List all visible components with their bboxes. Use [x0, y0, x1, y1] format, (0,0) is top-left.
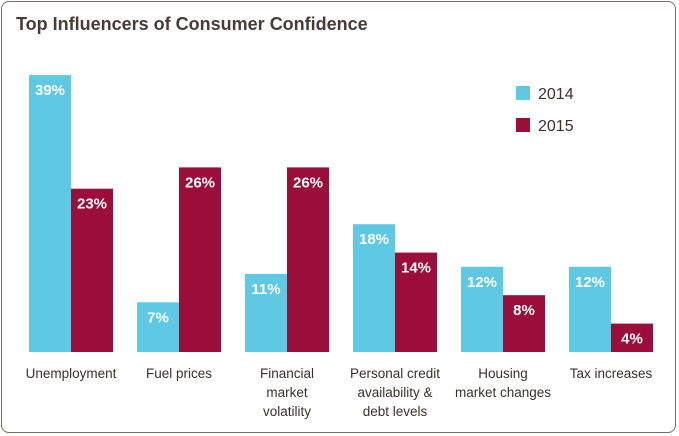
chart-title: Top Influencers of Consumer Confidence — [16, 14, 368, 34]
category-label-line: Fuel prices — [146, 366, 212, 381]
category-label-line: Housing — [478, 366, 528, 381]
bar-2015-4 — [503, 295, 545, 352]
category-label-line: debt levels — [363, 404, 428, 419]
bar-value-label-2014-4: 12% — [467, 274, 497, 291]
legend-swatch-2014 — [516, 86, 530, 100]
bar-value-label-2015-1: 26% — [185, 174, 215, 191]
bar-2014-0 — [29, 75, 71, 352]
bar-value-label-2014-5: 12% — [575, 274, 605, 291]
bar-2014-5 — [569, 266, 611, 352]
bar-value-label-2014-0: 39% — [35, 82, 65, 99]
category-label-line: market changes — [455, 385, 551, 400]
bar-value-label-2014-1: 7% — [147, 309, 169, 326]
category-label-line: market — [266, 385, 308, 400]
bar-2015-2 — [287, 167, 329, 352]
bar-2014-2 — [245, 273, 287, 352]
bar-2015-5 — [611, 323, 653, 352]
category-label-line: Personal credit — [350, 366, 440, 381]
bar-value-label-2015-5: 4% — [621, 331, 643, 348]
bar-2015-0 — [71, 188, 113, 352]
category-label-4: Housing market changes — [455, 366, 551, 400]
bar-value-label-2015-2: 26% — [293, 174, 323, 191]
category-label-line: Tax increases — [570, 366, 653, 381]
bar-value-label-2015-4: 8% — [513, 302, 535, 319]
bar-2014-3 — [353, 224, 395, 352]
bar-value-label-2014-2: 11% — [251, 281, 280, 298]
category-label-0: Unemployment — [26, 366, 117, 381]
category-label-line: availability & — [357, 385, 432, 400]
category-label-2: Financial market volatility — [260, 366, 314, 419]
bar-2014-4 — [461, 266, 503, 352]
category-label-1: Fuel prices — [146, 366, 212, 381]
category-label-3: Personal credit availability & debt levels — [350, 366, 440, 419]
category-label-line: Financial — [260, 366, 314, 381]
bar-2015-3 — [395, 252, 437, 352]
bar-2015-1 — [179, 167, 221, 352]
category-label-5: Tax increases — [570, 366, 653, 381]
legend-swatch-2015 — [516, 118, 530, 132]
bar-value-label-2015-0: 23% — [77, 196, 107, 213]
legend-label-2014: 2014 — [538, 86, 574, 103]
bar-value-label-2014-3: 18% — [359, 231, 389, 248]
category-label-line: Unemployment — [26, 366, 117, 381]
category-label-line: volatility — [263, 404, 311, 419]
bar-value-label-2015-3: 14% — [401, 260, 431, 277]
legend-label-2015: 2015 — [538, 118, 574, 135]
bar-2014-1 — [137, 302, 179, 352]
